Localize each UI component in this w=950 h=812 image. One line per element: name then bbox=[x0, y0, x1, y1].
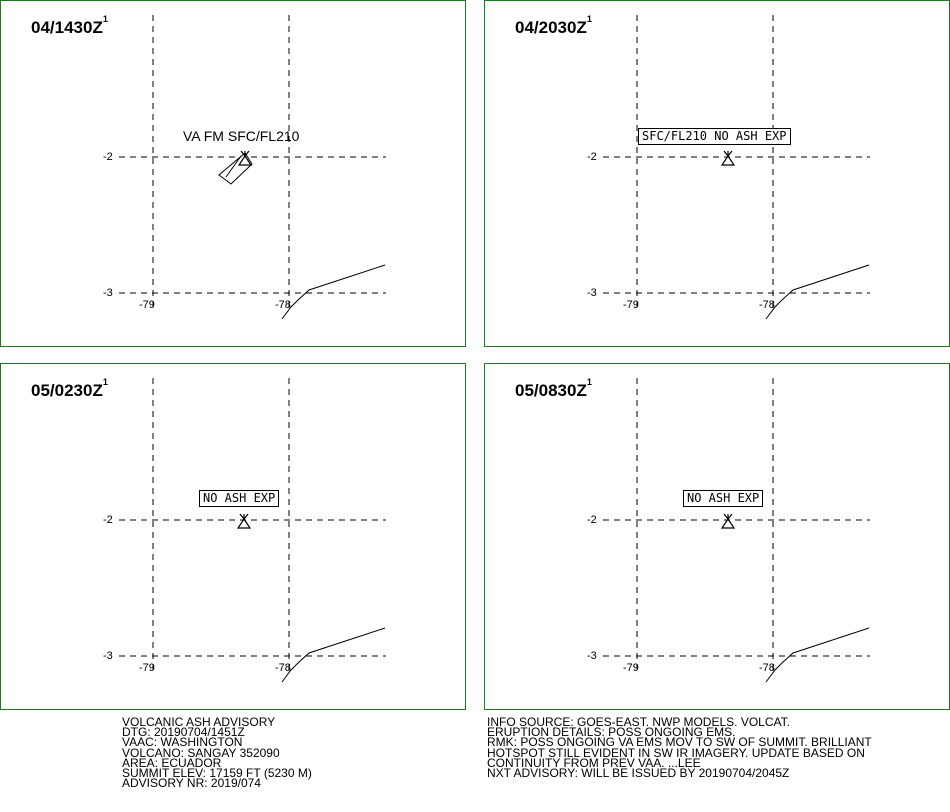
map-grid bbox=[603, 15, 870, 320]
ash-label: VA FM SFC/FL210 bbox=[183, 128, 300, 144]
advisory-line: CONTINUITY FROM PREV VAA. ...LEE bbox=[487, 755, 701, 770]
advisory-line: ADVISORY NR: 2019/074 bbox=[122, 776, 261, 791]
volcano-icon bbox=[236, 513, 252, 529]
advisory-line: VAAC: WASHINGTON bbox=[122, 735, 243, 750]
lon-label-78: -78 bbox=[759, 662, 775, 674]
advisory-line: DTG: 20190704/1451Z bbox=[122, 725, 245, 740]
advisory-header-text: VOLCANIC ASH ADVISORY DTG: 20190704/1451… bbox=[122, 715, 312, 791]
lon-label-79: -79 bbox=[139, 662, 155, 674]
lat-label-3: -3 bbox=[587, 650, 597, 662]
ash-label: NO ASH EXP bbox=[199, 490, 280, 507]
advisory-line: AREA: ECUADOR bbox=[122, 755, 222, 770]
lon-label-79: -79 bbox=[139, 299, 155, 311]
coastline bbox=[281, 264, 386, 320]
panel-time: 05/0830Z1 bbox=[515, 377, 592, 400]
advisory-line: VOLCANIC ASH ADVISORY bbox=[122, 715, 276, 729]
lon-label-79: -79 bbox=[623, 299, 639, 311]
lon-label-78: -78 bbox=[759, 299, 775, 311]
lat-label-3: -3 bbox=[587, 287, 597, 299]
advisory-line: HOTSPOT STILL EVIDENT IN SW IR IMAGERY. … bbox=[487, 745, 865, 760]
lat-label-3: -3 bbox=[103, 650, 113, 662]
advisory-line: NXT ADVISORY: WILL BE ISSUED BY 20190704… bbox=[487, 765, 790, 780]
panel-time: 05/0230Z1 bbox=[31, 377, 108, 400]
lat-label-2: -2 bbox=[587, 151, 597, 163]
map-grid bbox=[119, 378, 386, 683]
volcano-icon bbox=[720, 513, 736, 529]
advisory-line: RMK: POSS ONGOING VA EMS MOV TO SW OF SU… bbox=[487, 735, 872, 750]
lon-label-79: -79 bbox=[623, 662, 639, 674]
forecast-panel-3: 05/0230Z1 NO ASH EXP -2 -3 -79 -78 bbox=[0, 363, 466, 710]
ash-label: NO ASH EXP bbox=[683, 490, 764, 507]
lat-label-2: -2 bbox=[103, 514, 113, 526]
forecast-panel-1: 04/1430Z1 VA FM SFC/FL210 -2 -3 -79 -78 bbox=[0, 0, 466, 347]
advisory-details-text: INFO SOURCE: GOES-EAST. NWP MODELS. VOLC… bbox=[487, 715, 872, 780]
panel-time: 04/1430Z1 bbox=[31, 14, 108, 37]
map-grid bbox=[603, 378, 870, 683]
lon-label-78: -78 bbox=[275, 662, 291, 674]
lat-label-2: -2 bbox=[587, 514, 597, 526]
ash-area bbox=[218, 152, 253, 185]
forecast-panel-2: 04/2030Z1 SFC/FL210 NO ASH EXP -2 -3 -79… bbox=[484, 0, 950, 347]
forecast-panel-4: 05/0830Z1 NO ASH EXP -2 -3 -79 -78 bbox=[484, 363, 950, 710]
lat-label-3: -3 bbox=[103, 287, 113, 299]
coastline bbox=[765, 264, 870, 320]
advisory-line: VOLCANO: SANGAY 352090 bbox=[122, 745, 280, 760]
map-grid bbox=[119, 15, 386, 320]
volcano-icon bbox=[720, 150, 736, 166]
coastline bbox=[765, 627, 870, 683]
lon-label-78: -78 bbox=[275, 299, 291, 311]
advisory-line: ERUPTION DETAILS: POSS ONGOING EMS. bbox=[487, 725, 736, 740]
lat-label-2: -2 bbox=[103, 151, 113, 163]
coastline bbox=[281, 627, 386, 683]
panel-time: 04/2030Z1 bbox=[515, 14, 592, 37]
ash-label: SFC/FL210 NO ASH EXP bbox=[638, 128, 791, 145]
advisory-line: INFO SOURCE: GOES-EAST. NWP MODELS. VOLC… bbox=[487, 715, 790, 729]
advisory-line: SUMMIT ELEV: 17159 FT (5230 M) bbox=[122, 765, 312, 780]
volcano-icon bbox=[237, 150, 253, 166]
